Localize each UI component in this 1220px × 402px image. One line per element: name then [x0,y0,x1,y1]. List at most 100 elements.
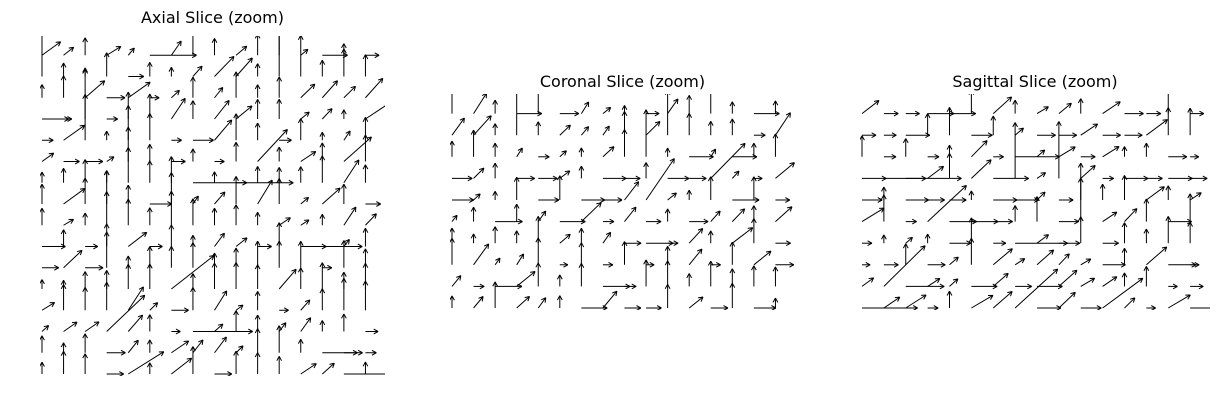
vector-arrow [1190,283,1204,290]
vector-arrow [1102,261,1126,268]
sagittal-quiver-plot [860,94,1210,310]
vector-arrow [905,110,920,117]
vector-arrow [40,279,45,289]
vector-arrow [233,262,239,289]
vector-arrow [319,213,326,226]
vector-arrow [1102,277,1144,309]
vector-arrow [578,147,585,157]
vector-arrow [775,112,791,136]
vector-arrow [492,226,498,244]
vector-arrow [902,243,909,265]
vector-arrow [992,96,1013,114]
vector-arrow [214,323,224,332]
vector-arrow [106,94,126,101]
vector-arrow [297,166,304,183]
vector-arrow [775,162,795,179]
vector-arrow [82,94,88,141]
vector-arrow [624,305,642,310]
vector-arrow [1146,175,1163,182]
vector-arrow [127,81,151,99]
vector-arrow [40,335,45,353]
vector-arrow [686,189,693,200]
vector-arrow [861,207,885,223]
vector-arrow [278,322,287,332]
vector-arrow [686,95,693,114]
vector-arrow [127,314,144,332]
vector-arrow [775,197,790,203]
vector-arrow [322,243,363,250]
vector-arrow [580,126,590,136]
vector-arrow [993,197,1018,203]
vector-arrow [470,129,477,157]
vector-arrow [729,241,736,265]
vector-arrow [192,65,203,77]
vector-arrow [297,36,304,77]
vector-arrow [688,296,704,309]
vector-arrow [300,111,310,120]
vector-arrow [40,183,45,204]
vector-arrow [276,356,283,374]
vector-arrow [146,339,153,353]
vector-arrow [495,218,523,225]
vector-arrow [82,37,88,56]
vector-arrow [992,248,1013,266]
vector-arrow [664,208,671,222]
vector-arrow [470,206,477,222]
vector-arrow [949,278,959,287]
vector-arrow [319,262,326,289]
vector-arrow [1058,102,1072,114]
vector-arrow [927,165,945,179]
vector-arrow [146,263,153,289]
vector-arrow [1036,106,1049,115]
vector-arrow [149,201,172,207]
vector-arrow [125,198,132,226]
vector-arrow [1168,175,1193,182]
vector-arrow [473,94,487,114]
vector-arrow [732,197,760,203]
vector-arrow [470,233,477,244]
vector-arrow [452,197,474,203]
vector-arrow [60,168,67,183]
vector-arrow [664,284,671,308]
vector-arrow [168,172,175,226]
vector-arrow [233,113,239,141]
vector-arrow [559,170,571,179]
vector-arrow [1124,175,1149,182]
vector-arrow [362,164,369,183]
vector-arrow [664,94,671,136]
vector-arrow [300,299,311,311]
vector-arrow [319,131,326,141]
vector-arrow [214,119,233,141]
vector-arrow [710,210,721,222]
vector-arrow [881,234,887,244]
vector-arrow [710,148,717,158]
vector-arrow [214,232,225,247]
vector-arrow [729,118,736,136]
vector-arrow [883,296,901,309]
vector-arrow [1143,198,1150,222]
vector-arrow [276,146,283,162]
vector-arrow [667,175,690,182]
vector-arrow [341,240,347,268]
vector-arrow [578,165,585,179]
vector-arrow [125,147,132,183]
vector-arrow [621,129,628,157]
vector-arrow [365,105,385,120]
vector-arrow [1168,283,1178,290]
vector-arrow [946,153,953,179]
vector-arrow [168,224,175,247]
vector-arrow [297,338,304,353]
vector-arrow [707,230,714,244]
vector-arrow [127,231,148,247]
vector-arrow [276,99,283,119]
vector-arrow [732,227,754,244]
vector-arrow [1036,149,1046,158]
vector-arrow [85,158,104,165]
vector-arrow [473,296,484,309]
vector-arrow [168,67,175,77]
vector-arrow [731,208,746,222]
vector-arrow [278,268,297,290]
vector-arrow [883,132,897,139]
vector-arrow [971,132,993,139]
vector-arrow [452,175,473,182]
